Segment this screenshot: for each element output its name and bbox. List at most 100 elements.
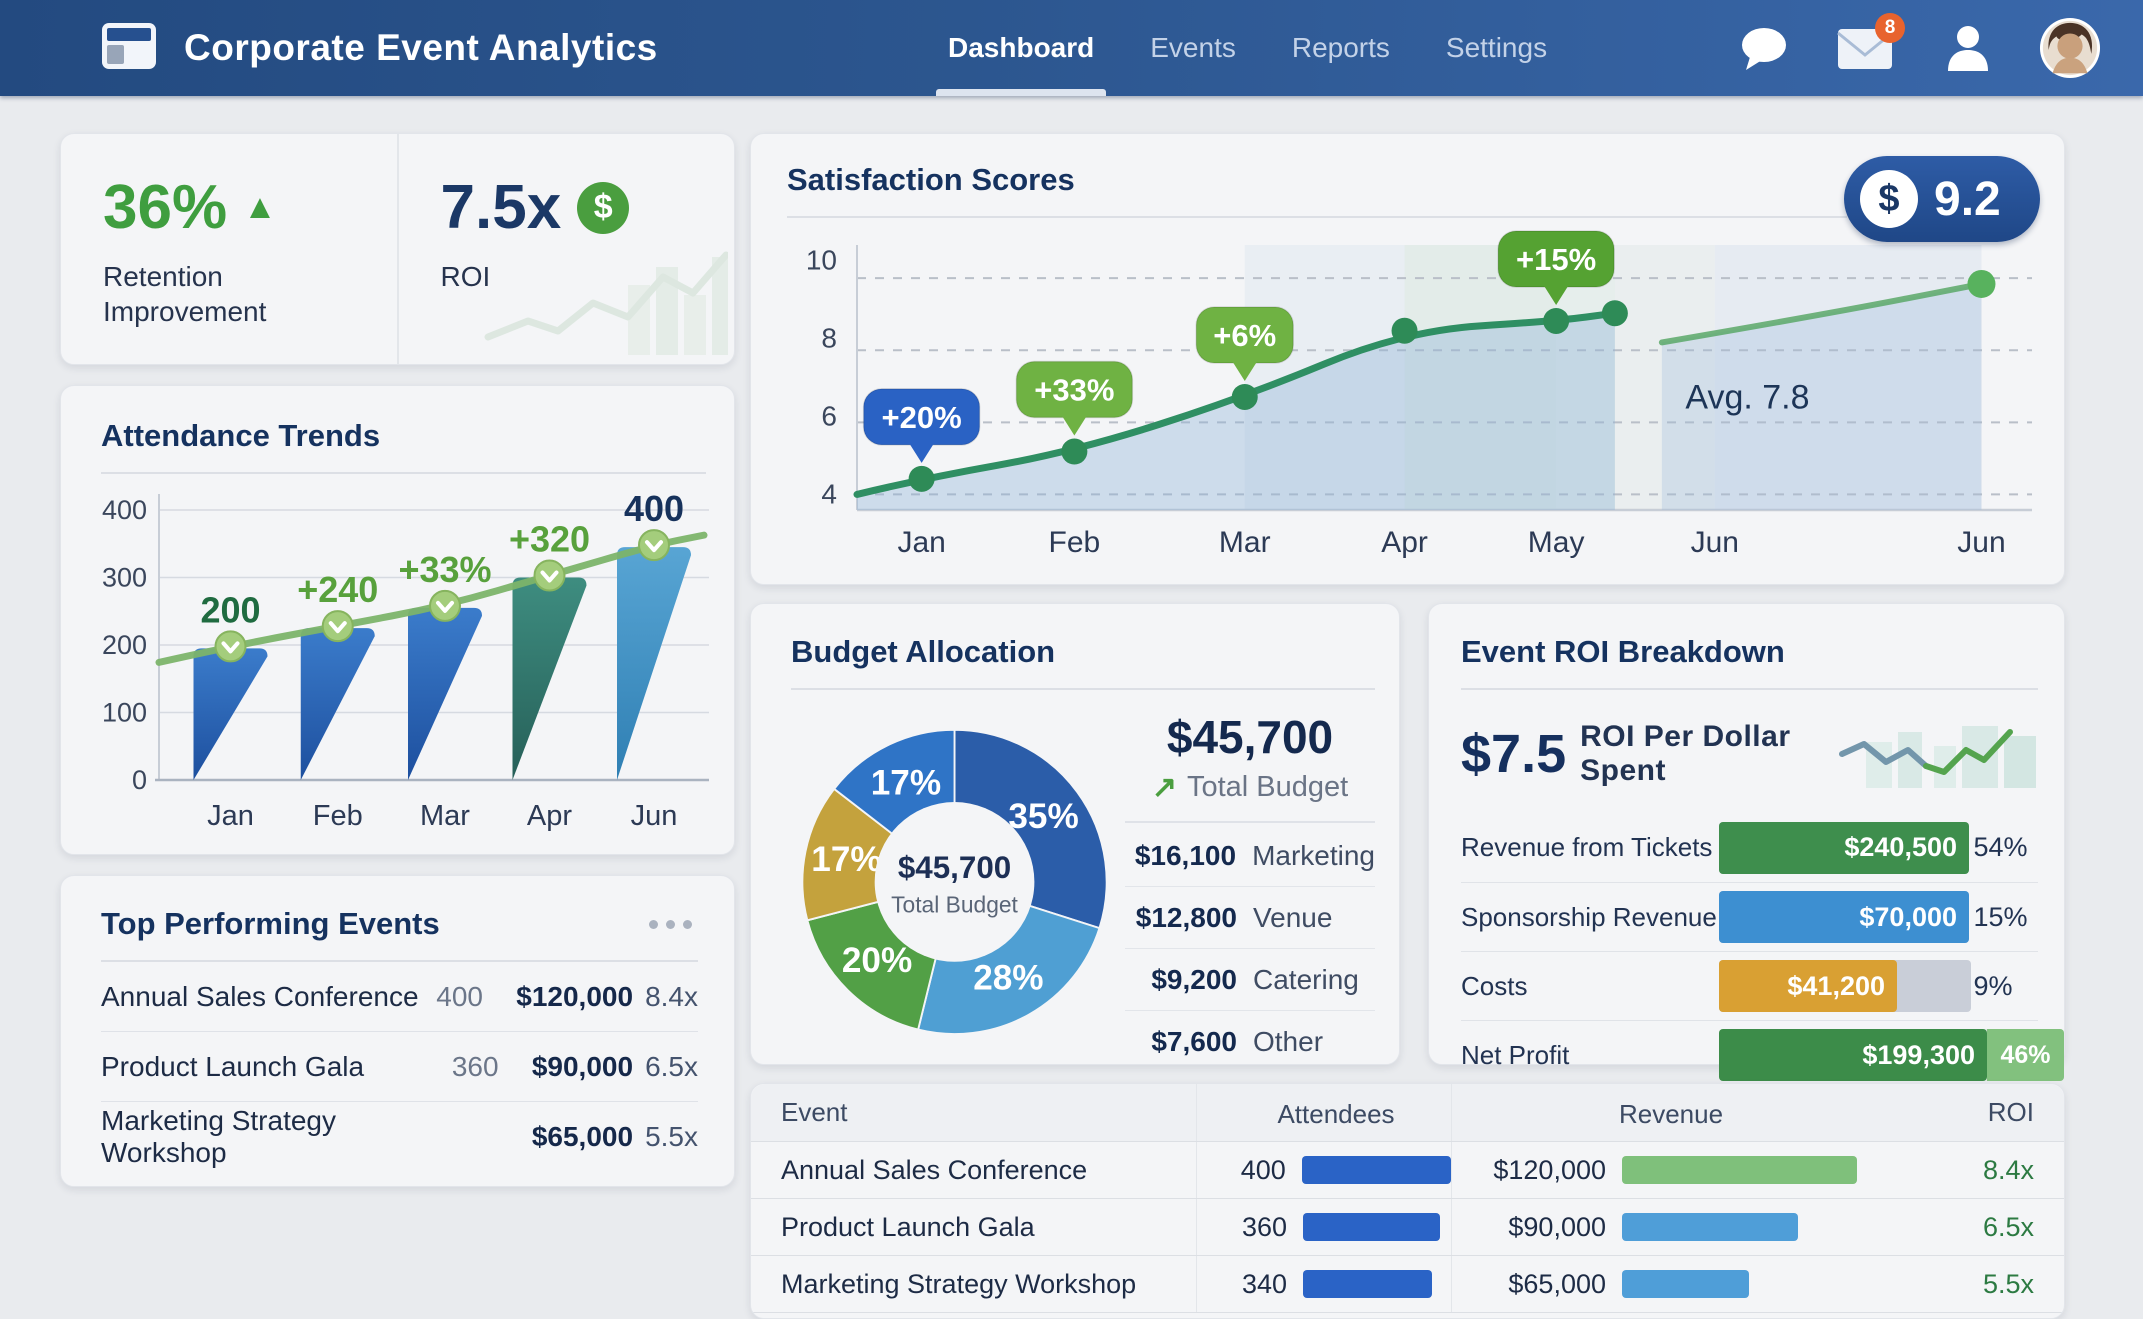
events-table-card: Event Attendees Revenue ROI Annual Sales… <box>750 1083 2065 1319</box>
main-nav: Dashboard Events Reports Settings <box>935 0 1548 96</box>
event-revenue: $65,000 <box>531 1121 634 1152</box>
divider <box>101 472 706 474</box>
table-header-row: Event Attendees Revenue ROI <box>751 1084 2064 1142</box>
svg-text:Total Budget: Total Budget <box>891 891 1018 917</box>
user-icon[interactable] <box>1937 17 1999 79</box>
legend-amount: $9,200 <box>1151 963 1237 995</box>
svg-text:17%: 17% <box>871 763 941 802</box>
legend-item: $16,100 Marketing <box>1125 825 1375 887</box>
nav-reports[interactable]: Reports <box>1291 32 1390 63</box>
budget-title: Budget Allocation <box>791 634 1056 669</box>
up-arrow-icon: ▲ <box>243 188 277 226</box>
roi-row-label: Net Profit <box>1461 1039 1570 1070</box>
roi-row: Net Profit $199,300 46% <box>1461 1020 2064 1089</box>
attendance-title: Attendance Trends <box>101 418 381 453</box>
cell-revenue: $120,000 <box>1493 1154 1606 1185</box>
total-budget-value: $45,700 <box>1166 711 1334 763</box>
roi-row: Sponsorship Revenue $70,000 15% <box>1461 882 2038 951</box>
legend-item: $9,200 Catering <box>1125 949 1375 1011</box>
dollar-coin-icon: $ <box>577 181 630 234</box>
total-budget-label: Total Budget <box>1186 771 1349 803</box>
satisfaction-line-chart: 10 8 6 4 Avg. 7.8 +20% +33% +6% +15% Jan Feb Mar Apr… <box>806 230 2032 559</box>
roi-row-percent: 46% <box>2000 1040 2051 1069</box>
col-header-revenue: Revenue <box>1451 1084 1866 1141</box>
svg-text:400: 400 <box>624 488 684 529</box>
svg-text:$45,700: $45,700 <box>898 850 1011 885</box>
col-header-roi: ROI <box>1987 1097 2034 1127</box>
event-name: Annual Sales Conference <box>101 980 419 1012</box>
roi-row-label: Costs <box>1461 970 1528 1001</box>
score-value: 9.2 <box>1934 172 2001 226</box>
legend-item: $7,600 Other <box>1125 1011 1375 1073</box>
table-row[interactable]: Annual Sales Conference 400 $120,000 8.4… <box>751 1142 2064 1199</box>
legend-label: Catering <box>1253 963 1359 995</box>
roi-row-amount: $70,000 <box>1859 901 1957 932</box>
svg-text:Apr: Apr <box>527 800 572 832</box>
app-title: Corporate Event Analytics <box>184 27 658 68</box>
list-item[interactable]: Marketing Strategy Workshop $65,000 5.5x <box>101 1102 698 1172</box>
avatar[interactable] <box>2039 17 2101 79</box>
col-header-event: Event <box>781 1097 848 1127</box>
svg-text:Jun: Jun <box>1957 526 2005 559</box>
event-revenue: $120,000 <box>516 980 634 1012</box>
svg-text:Feb: Feb <box>313 800 363 832</box>
event-roi: 5.5x <box>645 1121 698 1152</box>
cell-revenue: $65,000 <box>1508 1268 1606 1299</box>
list-item[interactable]: Annual Sales Conference 400 $120,000 8.4… <box>101 962 698 1032</box>
list-item[interactable]: Product Launch Gala 360 $90,000 6.5x <box>101 1032 698 1102</box>
svg-text:200: 200 <box>200 589 260 630</box>
event-roi: 8.4x <box>645 980 698 1012</box>
nav-events[interactable]: Events <box>1150 32 1236 63</box>
kpi-watermark-chart <box>478 237 730 360</box>
table-row[interactable]: Product Launch Gala 360 $90,000 6.5x <box>751 1199 2064 1256</box>
chat-icon[interactable] <box>1733 17 1795 79</box>
svg-text:Jan: Jan <box>207 800 254 832</box>
attendees-bar <box>1303 1270 1432 1298</box>
dollar-coin-icon: $ <box>1860 170 1918 228</box>
revenue-bar <box>1622 1270 1749 1298</box>
top-nav-bar: Corporate Event Analytics Dashboard Even… <box>0 0 2143 96</box>
top-events-title: Top Performing Events <box>101 906 440 941</box>
svg-text:400: 400 <box>102 495 147 525</box>
roi-per-dollar-value: $7.5 <box>1461 723 1567 784</box>
kpi-card: 36% ▲ Retention Improvement 7.5x $ ROI <box>60 133 735 365</box>
svg-text:6: 6 <box>821 400 837 431</box>
svg-text:200: 200 <box>102 630 147 660</box>
event-name: Product Launch Gala <box>101 1050 365 1082</box>
svg-text:+33%: +33% <box>398 549 491 590</box>
budget-donut-chart: 35% 28% 20% 17% 17% $45,700 Total Budget <box>801 728 1108 1035</box>
cell-revenue: $90,000 <box>1508 1211 1606 1242</box>
roi-row-amount: $240,500 <box>1844 832 1957 862</box>
mail-icon[interactable]: 8 <box>1835 13 1905 79</box>
cell-roi: 5.5x <box>1982 1268 2034 1299</box>
svg-text:100: 100 <box>102 698 147 728</box>
divider <box>791 688 1375 690</box>
cell-event: Annual Sales Conference <box>781 1154 1088 1185</box>
cell-attendees: 400 <box>1240 1154 1286 1185</box>
svg-text:Jan: Jan <box>897 526 945 559</box>
kpi-retention: 36% ▲ Retention Improvement <box>61 134 397 364</box>
cell-roi: 6.5x <box>1982 1211 2034 1242</box>
roi-row-percent: 9% <box>1973 970 2013 1001</box>
revenue-bar <box>1622 1156 1857 1184</box>
svg-text:10: 10 <box>806 245 837 276</box>
divider <box>1125 821 1375 823</box>
roi-row: Revenue from Tickets $240,500 54% <box>1461 813 2038 882</box>
table-row[interactable]: Marketing Strategy Workshop 340 $65,000 … <box>751 1256 2064 1313</box>
nav-settings[interactable]: Settings <box>1445 32 1548 63</box>
roi-row-amount: $41,200 <box>1787 970 1885 1001</box>
trend-up-icon: ↗ <box>1151 771 1177 804</box>
svg-text:Feb: Feb <box>1049 526 1101 559</box>
revenue-bar <box>1622 1213 1798 1241</box>
roi-row-percent: 15% <box>1973 901 2028 932</box>
cell-roi: 8.4x <box>1982 1154 2034 1185</box>
legend-label: Marketing <box>1252 839 1375 871</box>
retention-value: 36% <box>103 173 228 242</box>
nav-dashboard[interactable]: Dashboard <box>935 0 1107 96</box>
more-options-icon[interactable] <box>643 914 698 935</box>
roi-row-bar: $240,500 <box>1719 821 1969 874</box>
col-header-attendees: Attendees <box>1196 1084 1451 1141</box>
legend-amount: $12,800 <box>1135 901 1237 933</box>
budget-legend: $45,700 ↗ Total Budget $16,100 Marketing… <box>1125 710 1375 1073</box>
